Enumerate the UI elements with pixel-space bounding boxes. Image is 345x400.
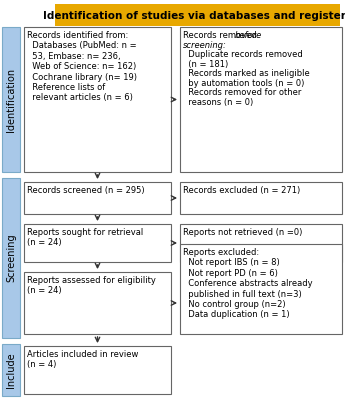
Text: Reports excluded:
  Not report IBS (n = 8)
  Not report PD (n = 6)
  Conference : Reports excluded: Not report IBS (n = 8)… (183, 248, 313, 319)
Text: Duplicate records removed: Duplicate records removed (183, 50, 303, 59)
Text: Articles included in review
(n = 4): Articles included in review (n = 4) (27, 350, 138, 370)
Text: Records identified from:
  Databases (PubMed: n =
  53, Embase: n= 236,
  Web of: Records identified from: Databases (PubM… (27, 31, 137, 102)
Text: Records marked as ineligible: Records marked as ineligible (183, 69, 310, 78)
Text: Include: Include (6, 352, 16, 388)
Text: (n = 181): (n = 181) (183, 60, 228, 68)
Text: Reports not retrieved (n =0): Reports not retrieved (n =0) (183, 228, 302, 237)
Text: Records removed for other: Records removed for other (183, 88, 302, 97)
Text: Reports sought for retrieval
(n = 24): Reports sought for retrieval (n = 24) (27, 228, 143, 247)
Text: Records removed: Records removed (183, 31, 259, 40)
Text: Screening: Screening (6, 234, 16, 282)
Text: before: before (235, 31, 262, 40)
FancyBboxPatch shape (55, 4, 340, 26)
Text: Identification: Identification (6, 68, 16, 132)
FancyBboxPatch shape (2, 27, 20, 172)
FancyBboxPatch shape (24, 27, 171, 172)
Text: Identification of studies via databases and registers: Identification of studies via databases … (43, 11, 345, 21)
FancyBboxPatch shape (2, 344, 20, 396)
FancyBboxPatch shape (2, 178, 20, 338)
FancyBboxPatch shape (180, 27, 342, 172)
FancyBboxPatch shape (24, 272, 171, 334)
Text: Records screened (n = 295): Records screened (n = 295) (27, 186, 145, 195)
FancyBboxPatch shape (180, 224, 342, 262)
FancyBboxPatch shape (24, 182, 171, 214)
FancyBboxPatch shape (24, 224, 171, 262)
FancyBboxPatch shape (180, 244, 342, 334)
FancyBboxPatch shape (180, 182, 342, 214)
Text: Records excluded (n = 271): Records excluded (n = 271) (183, 186, 300, 195)
Text: Reports assessed for eligibility
(n = 24): Reports assessed for eligibility (n = 24… (27, 276, 156, 295)
FancyBboxPatch shape (24, 346, 171, 394)
Text: by automation tools (n = 0): by automation tools (n = 0) (183, 78, 304, 88)
Text: reasons (n = 0): reasons (n = 0) (183, 98, 253, 106)
Text: screening:: screening: (183, 40, 227, 50)
